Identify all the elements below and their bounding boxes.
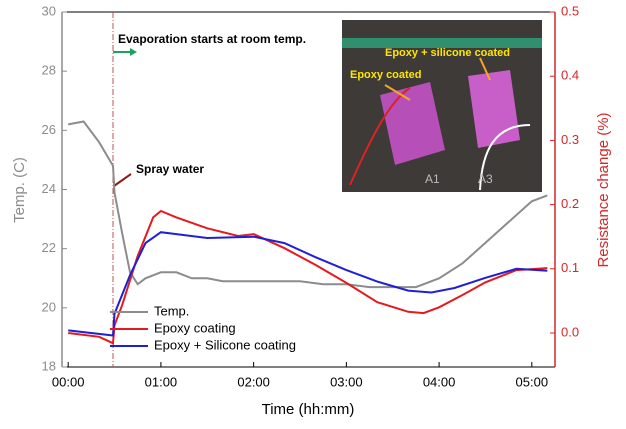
series-line — [68, 231, 548, 337]
y-tick-label: 22 — [42, 240, 56, 255]
annotation: Evaporation starts at room temp. — [118, 32, 306, 46]
series-line — [68, 120, 548, 289]
inset-label: A3 — [478, 172, 493, 186]
inset-sample — [380, 82, 445, 165]
annotation: Spray water — [136, 162, 204, 176]
inset-clamp — [342, 38, 542, 48]
x-tick-label: 01:00 — [145, 374, 178, 389]
y2-axis-label: Resistance change (%) — [595, 112, 612, 267]
inset-arrow — [384, 84, 411, 101]
y2-tick-label: 0.5 — [561, 3, 579, 18]
y-tick-label: 26 — [42, 122, 56, 137]
annotation-arrow — [113, 173, 132, 187]
x-tick-label: 02:00 — [237, 374, 270, 389]
legend-label: Epoxy + Silicone coating — [154, 337, 296, 352]
inset-label: A1 — [425, 172, 440, 186]
y2-tick-label: 0.1 — [561, 260, 579, 275]
legend-label: Temp. — [154, 303, 189, 318]
y2-tick-label: 0.4 — [561, 68, 579, 83]
x-tick-label: 00:00 — [52, 374, 85, 389]
x-tick-label: 05:00 — [516, 374, 549, 389]
x-tick-label: 03:00 — [330, 374, 363, 389]
y-axis-label: Temp. (C) — [11, 157, 28, 223]
x-tick-label: 04:00 — [423, 374, 456, 389]
legend-label: Epoxy coating — [154, 320, 236, 335]
y-tick-label: 20 — [42, 299, 56, 314]
inset-wire — [349, 87, 411, 186]
inset-label: Epoxy + silicone coated — [385, 47, 510, 59]
y-tick-label: 30 — [42, 3, 56, 18]
y-tick-label: 24 — [42, 181, 56, 196]
inset-arrow — [479, 57, 491, 81]
y2-tick-label: 0.3 — [561, 132, 579, 147]
y-tick-label: 18 — [42, 358, 56, 373]
inset-sample — [468, 70, 520, 148]
y-tick-label: 28 — [42, 63, 56, 78]
inset-wire — [479, 124, 531, 191]
inset-photo: Epoxy + silicone coated Epoxy coated A1 … — [342, 20, 542, 192]
annotation-arrow — [130, 48, 137, 56]
y2-tick-label: 0.0 — [561, 324, 579, 339]
inset-label: Epoxy coated — [350, 69, 422, 81]
y2-tick-label: 0.2 — [561, 196, 579, 211]
series-line — [68, 209, 548, 345]
x-axis-label: Time (hh:mm) — [262, 401, 355, 418]
